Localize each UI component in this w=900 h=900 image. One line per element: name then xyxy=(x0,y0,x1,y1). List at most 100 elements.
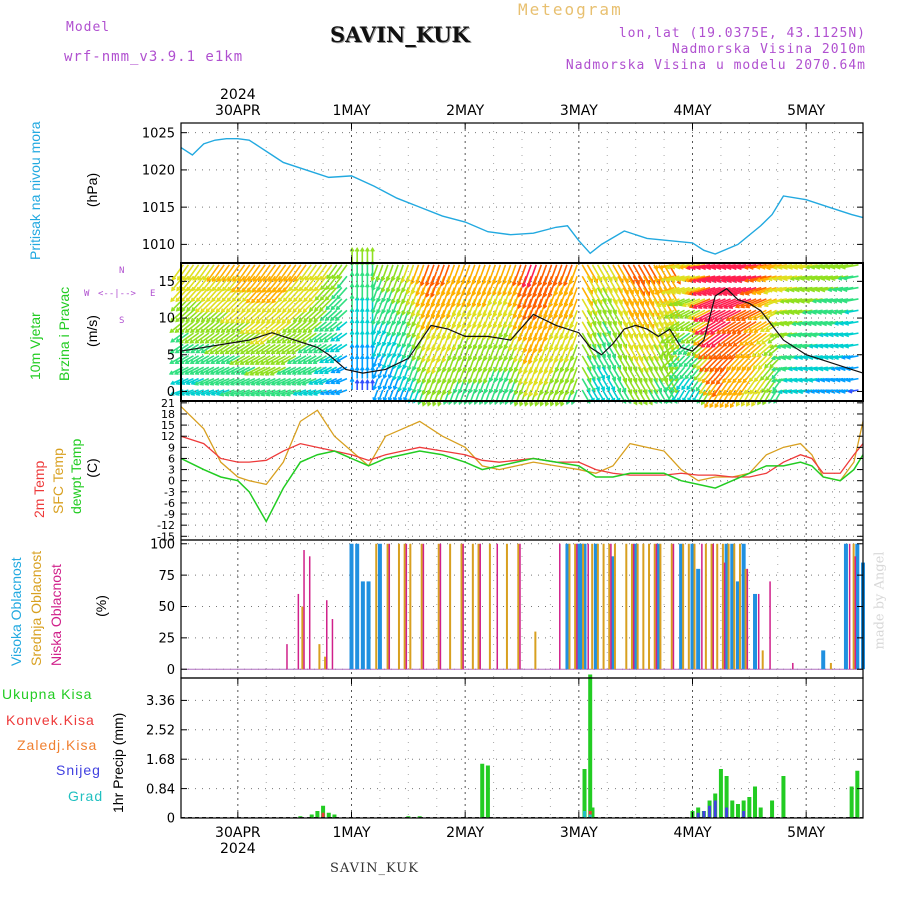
wind-arrow-head xyxy=(471,291,477,297)
wind-arrow xyxy=(617,275,629,294)
wind-arrow-head xyxy=(319,296,325,301)
wind-arrow-head xyxy=(309,286,314,292)
wind-arrow xyxy=(436,310,445,330)
wind-arrow-head xyxy=(264,371,270,376)
wind-arrow-head xyxy=(307,359,313,364)
wind-arrow xyxy=(401,287,410,304)
wind-arrow xyxy=(514,366,522,384)
wind-arrow xyxy=(278,264,292,282)
cloud-bar xyxy=(534,631,537,670)
wind-arrow xyxy=(241,366,256,375)
wind-arrow-head xyxy=(811,310,817,315)
wind-arrow xyxy=(668,378,679,394)
wind-arrow-head xyxy=(503,312,508,318)
wind-arrow xyxy=(245,355,261,365)
wind-arrow-head xyxy=(441,291,446,297)
wind-arrow-head xyxy=(239,391,245,397)
wind-arrow xyxy=(467,264,476,284)
wind-arrow xyxy=(740,343,757,359)
wind-arrow-head xyxy=(669,375,674,380)
wind-arrow xyxy=(617,378,627,392)
cloud-bar xyxy=(488,543,491,670)
wind-arrow-head xyxy=(242,277,247,283)
wind-arrow xyxy=(318,343,333,354)
wind-arrow-head xyxy=(447,390,452,396)
wind-arrow xyxy=(215,332,230,344)
wind-arrow-head xyxy=(318,338,324,343)
wind-arrow xyxy=(308,321,322,333)
wind-arrow-head xyxy=(370,276,376,282)
wind-arrow-head xyxy=(746,402,751,407)
wind-arrow xyxy=(632,355,644,373)
wind-arrow-head xyxy=(329,390,335,396)
wind-arrow-head xyxy=(205,317,211,323)
wind-arrow-head xyxy=(421,401,427,407)
wind-arrow xyxy=(325,298,338,311)
wind-arrow-head xyxy=(471,302,477,308)
wind-arrow xyxy=(596,321,607,337)
wind-arrow-head xyxy=(189,339,194,344)
wind-arrow-head xyxy=(265,329,270,335)
wind-arrow-head xyxy=(488,345,493,350)
wind-arrow-head xyxy=(767,299,773,305)
wind-arrow-head xyxy=(508,379,514,385)
wind-arrow xyxy=(421,298,430,318)
wind-arrow-head xyxy=(214,381,220,386)
wind-arrow xyxy=(181,275,195,291)
wind-arrow-head xyxy=(376,286,381,292)
wind-arrow xyxy=(642,298,655,317)
wind-arrow-head xyxy=(786,344,792,349)
wind-arrow xyxy=(602,309,612,326)
wind-arrow xyxy=(658,344,668,360)
wind-arrow xyxy=(558,264,568,286)
wind-arrow xyxy=(250,343,266,355)
wind-arrow xyxy=(749,332,767,346)
wind-arrow-head xyxy=(249,391,255,397)
wind-arrow-head xyxy=(405,278,411,284)
wind-arrow xyxy=(236,275,251,293)
wind-arrow xyxy=(790,286,808,292)
pressure-panel-frame xyxy=(180,122,864,264)
wind-arrow xyxy=(283,287,297,302)
wind-arrow-head xyxy=(241,297,247,303)
wind-arrow-head xyxy=(570,390,575,396)
pressure-tick-label: 1010 xyxy=(142,238,175,253)
wind-arrow-head xyxy=(199,381,204,386)
wind-arrow-head xyxy=(499,388,504,394)
wind-arrow-head xyxy=(415,291,421,297)
wind-arrow xyxy=(596,275,608,293)
wind-arrow-head xyxy=(230,308,236,313)
wind-arrow xyxy=(286,389,302,396)
wind-arrow xyxy=(775,320,793,326)
wind-arrow-head xyxy=(503,333,509,339)
wind-arrow xyxy=(451,287,461,307)
wind-arrow-head xyxy=(331,274,336,280)
wind-arrow xyxy=(836,264,854,269)
wind-arrow-head xyxy=(297,328,302,333)
wind-arrow-head xyxy=(432,401,437,407)
wind-arrow-head xyxy=(708,355,713,360)
wind-arrow xyxy=(612,275,623,293)
wind-arrow xyxy=(221,321,235,333)
wind-arrow-head xyxy=(320,276,325,281)
wind-arrow xyxy=(230,332,246,344)
wind-arrow-head xyxy=(282,308,287,313)
wind-arrow xyxy=(642,309,655,328)
wind-arrow-head xyxy=(204,339,210,344)
wind-arrow xyxy=(250,366,266,376)
wind-arrow-head xyxy=(335,337,340,342)
wind-arrow-head xyxy=(244,360,250,365)
wind-arrow xyxy=(513,321,522,340)
wind-arrow-head xyxy=(844,309,850,315)
legend-total-rain: Ukupna Kisa xyxy=(2,686,93,702)
wind-arrow xyxy=(211,287,225,302)
wind-arrow-head xyxy=(568,302,574,308)
wind-arrow-head xyxy=(288,277,293,283)
wind-arrow-head xyxy=(195,308,200,313)
wind-arrow xyxy=(457,298,466,317)
wind-arrow-head xyxy=(170,317,175,323)
wind-arrow-head xyxy=(302,349,308,354)
wind-arrow-head xyxy=(701,278,707,284)
wind-arrow-head xyxy=(765,265,771,271)
cloud-bar xyxy=(735,581,740,670)
